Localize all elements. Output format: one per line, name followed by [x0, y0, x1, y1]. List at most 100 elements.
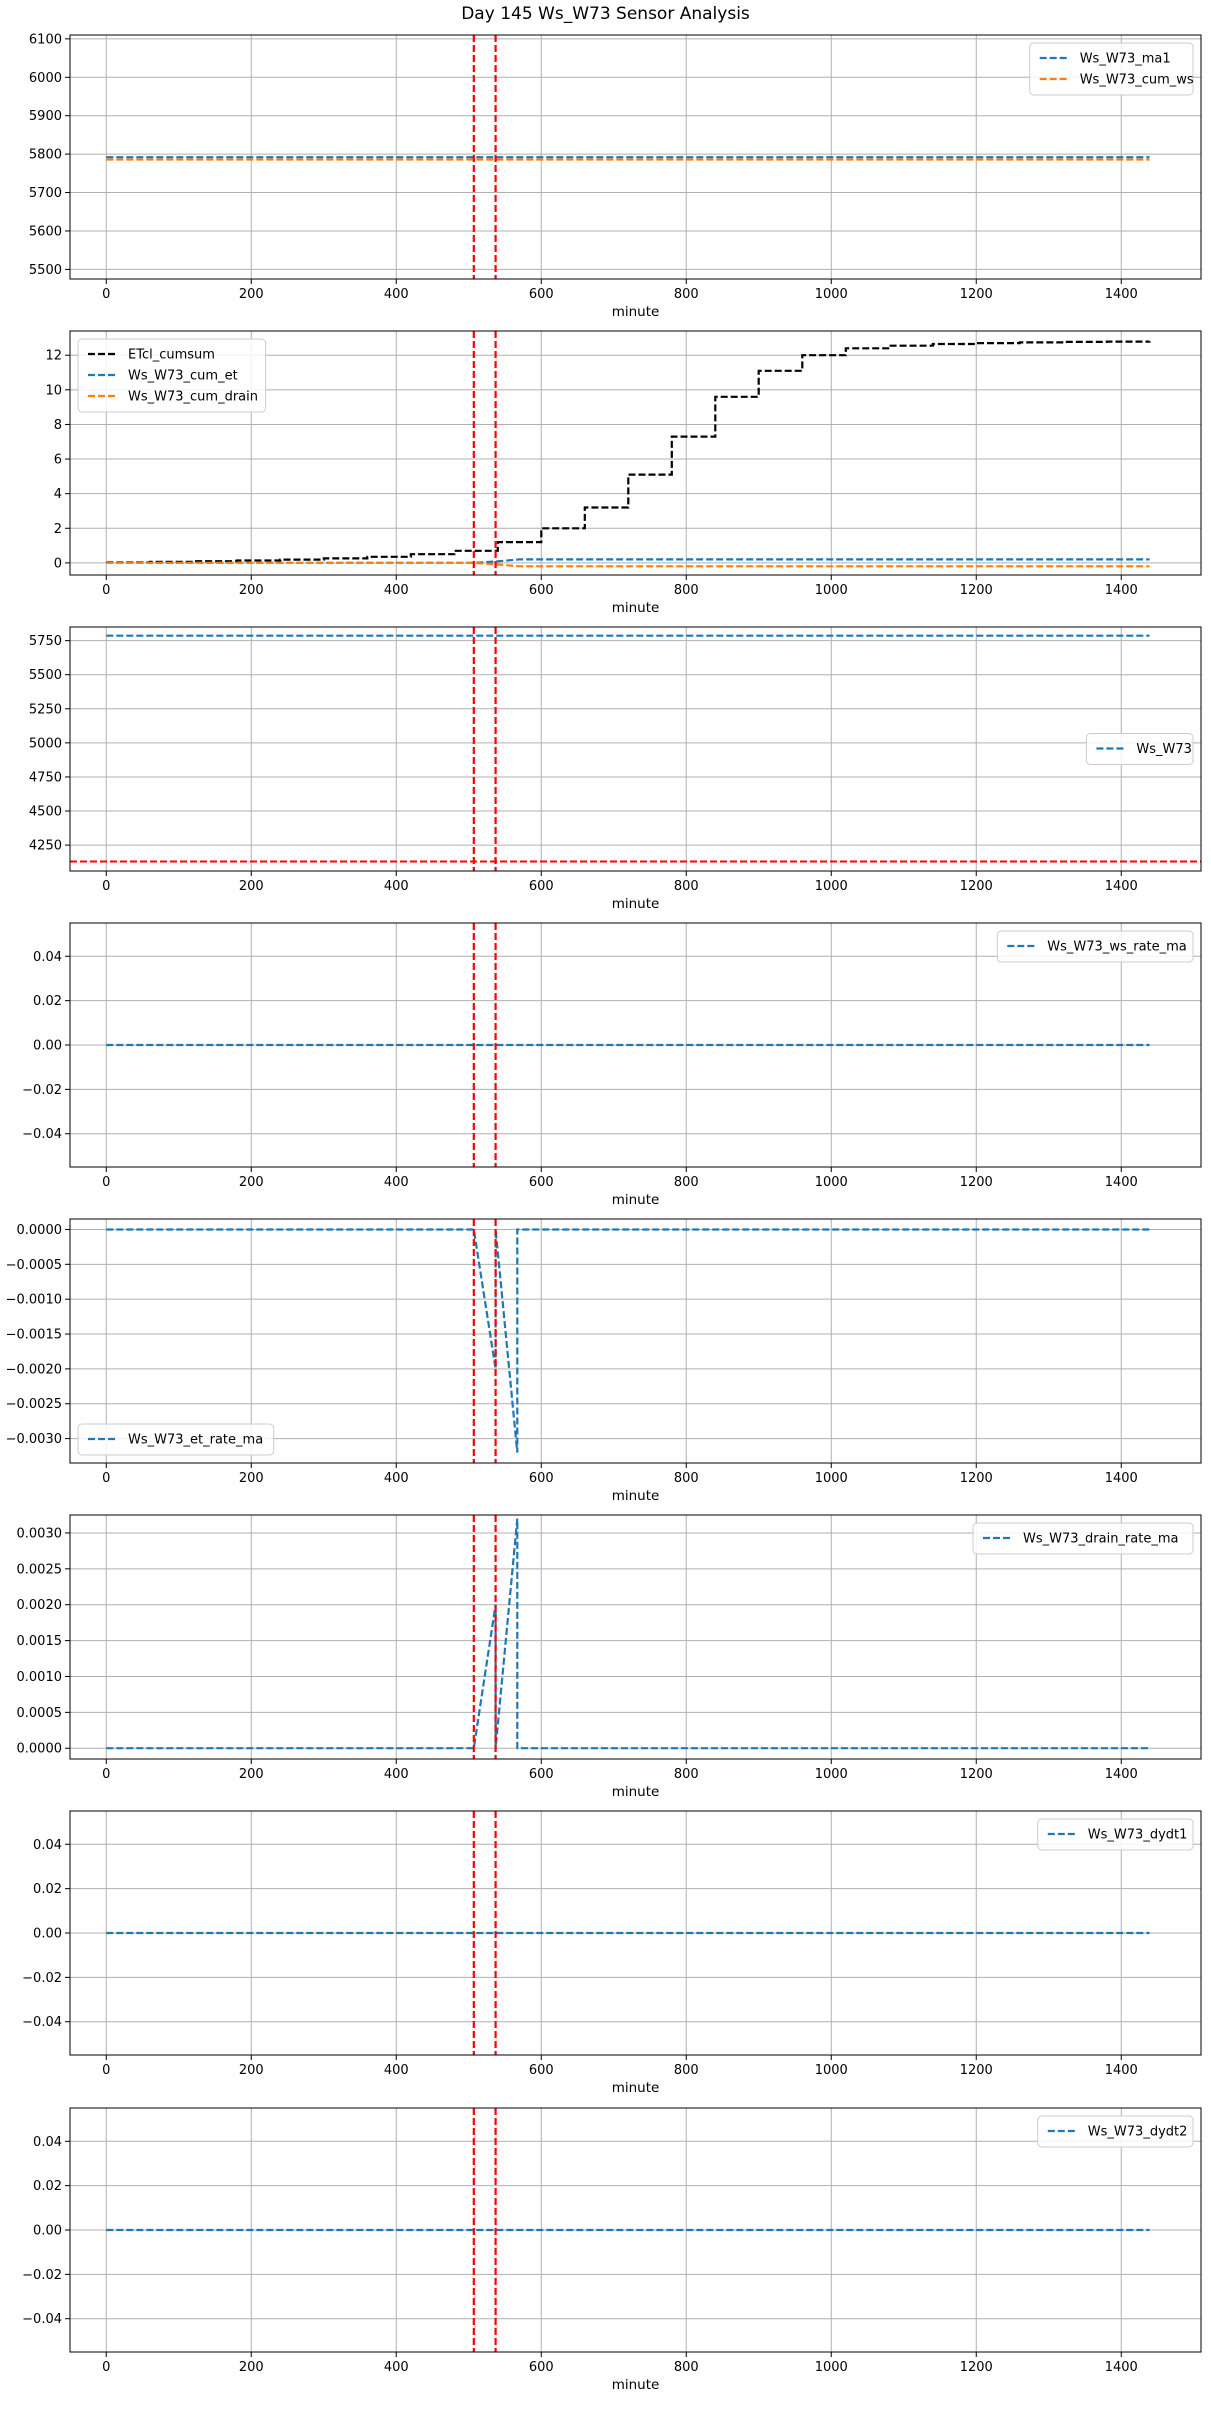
y-tick-label: 5900	[29, 109, 62, 124]
x-tick-label: 200	[239, 879, 264, 894]
y-tick-label: 8	[54, 418, 62, 433]
x-tick-label: 1000	[815, 287, 848, 302]
x-tick-label: 600	[529, 1471, 554, 1486]
y-tick-label: −0.04	[22, 2015, 62, 2030]
x-tick-label: 1000	[815, 583, 848, 598]
legend-label: Ws_W73_ma1	[1080, 52, 1171, 67]
y-tick-label: 0.0015	[17, 1634, 63, 1649]
x-tick-label: 800	[674, 1767, 699, 1782]
x-tick-label: 200	[239, 287, 264, 302]
legend: Ws_W73_drain_rate_ma	[972, 1522, 1194, 1555]
y-tick-label: 0.02	[33, 994, 62, 1009]
x-tick-label: 1400	[1105, 879, 1138, 894]
x-tick-label: 0	[102, 2360, 110, 2375]
y-tick-label: 0.00	[33, 1927, 62, 1942]
x-tick-label: 400	[384, 1471, 409, 1486]
legend-box	[77, 338, 267, 413]
y-tick-label: 0.0025	[17, 1562, 63, 1577]
legend-label: Ws_W73_dydt2	[1088, 2125, 1188, 2140]
legend: Ws_W73	[1085, 733, 1194, 765]
legend-label: Ws_W73_cum_et	[128, 369, 238, 384]
x-tick-label: 0	[102, 2063, 110, 2078]
x-tick-label: 800	[674, 1471, 699, 1486]
x-tick-label: 600	[529, 879, 554, 894]
x-tick-label: 400	[384, 1767, 409, 1782]
x-tick-label: 1200	[960, 1175, 993, 1190]
x-tick-label: 1400	[1105, 583, 1138, 598]
y-tick-label: 4500	[29, 805, 62, 820]
legend-box	[1037, 2115, 1194, 2148]
x-axis-label: minute	[612, 2377, 660, 2393]
legend-box	[972, 1522, 1194, 1555]
x-tick-label: 1000	[815, 2063, 848, 2078]
y-tick-label: 5700	[29, 186, 62, 201]
x-tick-label: 400	[384, 879, 409, 894]
chart-panel-3: 0 200 400 600 800 1000 1200 1400 4250 4500 4750 500…	[29, 626, 1202, 912]
y-tick-label: 5800	[29, 148, 62, 163]
x-tick-label: 600	[529, 1767, 554, 1782]
y-tick-label: −0.02	[22, 1971, 62, 1986]
series-line-ETcl_cumsum	[106, 340, 1151, 564]
y-tick-label: −0.02	[22, 2268, 62, 2283]
x-axis-label: minute	[612, 1784, 660, 1800]
x-tick-label: 1400	[1105, 1471, 1138, 1486]
x-tick-label: 200	[239, 2360, 264, 2375]
series-line-Ws_W73_et_rate_ma	[106, 1228, 1150, 1453]
legend-box	[1037, 1818, 1194, 1851]
x-tick-label: 800	[674, 583, 699, 598]
x-tick-label: 800	[674, 287, 699, 302]
axes-frame	[69, 330, 1202, 576]
x-tick-label: 0	[102, 1175, 110, 1190]
x-tick-label: 1200	[960, 2063, 993, 2078]
x-tick-label: 1200	[960, 2360, 993, 2375]
y-tick-label: 0.0030	[17, 1526, 63, 1541]
x-tick-label: 1000	[815, 2360, 848, 2375]
y-tick-label: −0.04	[22, 2312, 62, 2327]
x-tick-label: 1400	[1105, 2063, 1138, 2078]
legend-box	[1085, 733, 1194, 765]
y-tick-label: 12	[45, 349, 62, 364]
y-tick-label: 0.04	[33, 1838, 62, 1853]
x-tick-label: 200	[239, 2063, 264, 2078]
y-tick-label: 0.00	[33, 2224, 62, 2239]
x-tick-label: 200	[239, 1471, 264, 1486]
x-tick-label: 1200	[960, 583, 993, 598]
legend-label: Ws_W73_cum_drain	[128, 390, 258, 405]
chart-panel-7: 0 200 400 600 800 1000 1200 1400 −0.04 −0.02 0.00 0…	[22, 1810, 1202, 2096]
series-line-Ws_W73_cum_drain	[106, 561, 1150, 568]
y-tick-label: 5250	[29, 702, 62, 717]
y-tick-label: 5000	[29, 736, 62, 751]
x-tick-label: 600	[529, 583, 554, 598]
legend-box	[77, 1423, 275, 1456]
chart-panel-1: 0 200 400 600 800 1000 1200 1400 5500 5600 5700 580…	[29, 32, 1202, 320]
x-tick-label: 600	[529, 287, 554, 302]
y-tick-label: 0.0005	[17, 1706, 63, 1721]
legend: ETcl_cumsum Ws_W73_cum_et Ws_W73_cum_drain	[77, 338, 267, 413]
x-tick-label: 0	[102, 1767, 110, 1782]
y-tick-label: 4750	[29, 770, 62, 785]
legend-label: Ws_W73	[1136, 742, 1192, 757]
y-tick-label: 10	[45, 383, 62, 398]
y-tick-label: −0.0005	[6, 1258, 62, 1273]
legend: Ws_W73_ws_rate_ma	[996, 930, 1194, 963]
x-tick-label: 200	[239, 583, 264, 598]
y-tick-label: 0.04	[33, 2135, 62, 2150]
x-tick-label: 800	[674, 2063, 699, 2078]
y-tick-label: 5750	[29, 634, 62, 649]
x-axis-label: minute	[612, 896, 660, 912]
y-tick-label: −0.0025	[6, 1397, 62, 1412]
y-tick-label: 2	[54, 522, 62, 537]
x-tick-label: 800	[674, 879, 699, 894]
legend-box	[1029, 42, 1194, 96]
legend-label: ETcl_cumsum	[128, 348, 215, 363]
x-tick-label: 1200	[960, 287, 993, 302]
x-tick-label: 1400	[1105, 2360, 1138, 2375]
x-axis-label: minute	[612, 600, 660, 616]
legend-label: Ws_W73_et_rate_ma	[128, 1433, 263, 1448]
y-tick-label: 0.0020	[17, 1598, 63, 1613]
x-axis-label: minute	[612, 1192, 660, 1208]
figure-title: Day 145 Ws_W73 Sensor Analysis	[461, 4, 750, 24]
x-tick-label: 0	[102, 879, 110, 894]
chart-panel-4: 0 200 400 600 800 1000 1200 1400 −0.04 −0.02 0.00 0…	[22, 922, 1202, 1208]
